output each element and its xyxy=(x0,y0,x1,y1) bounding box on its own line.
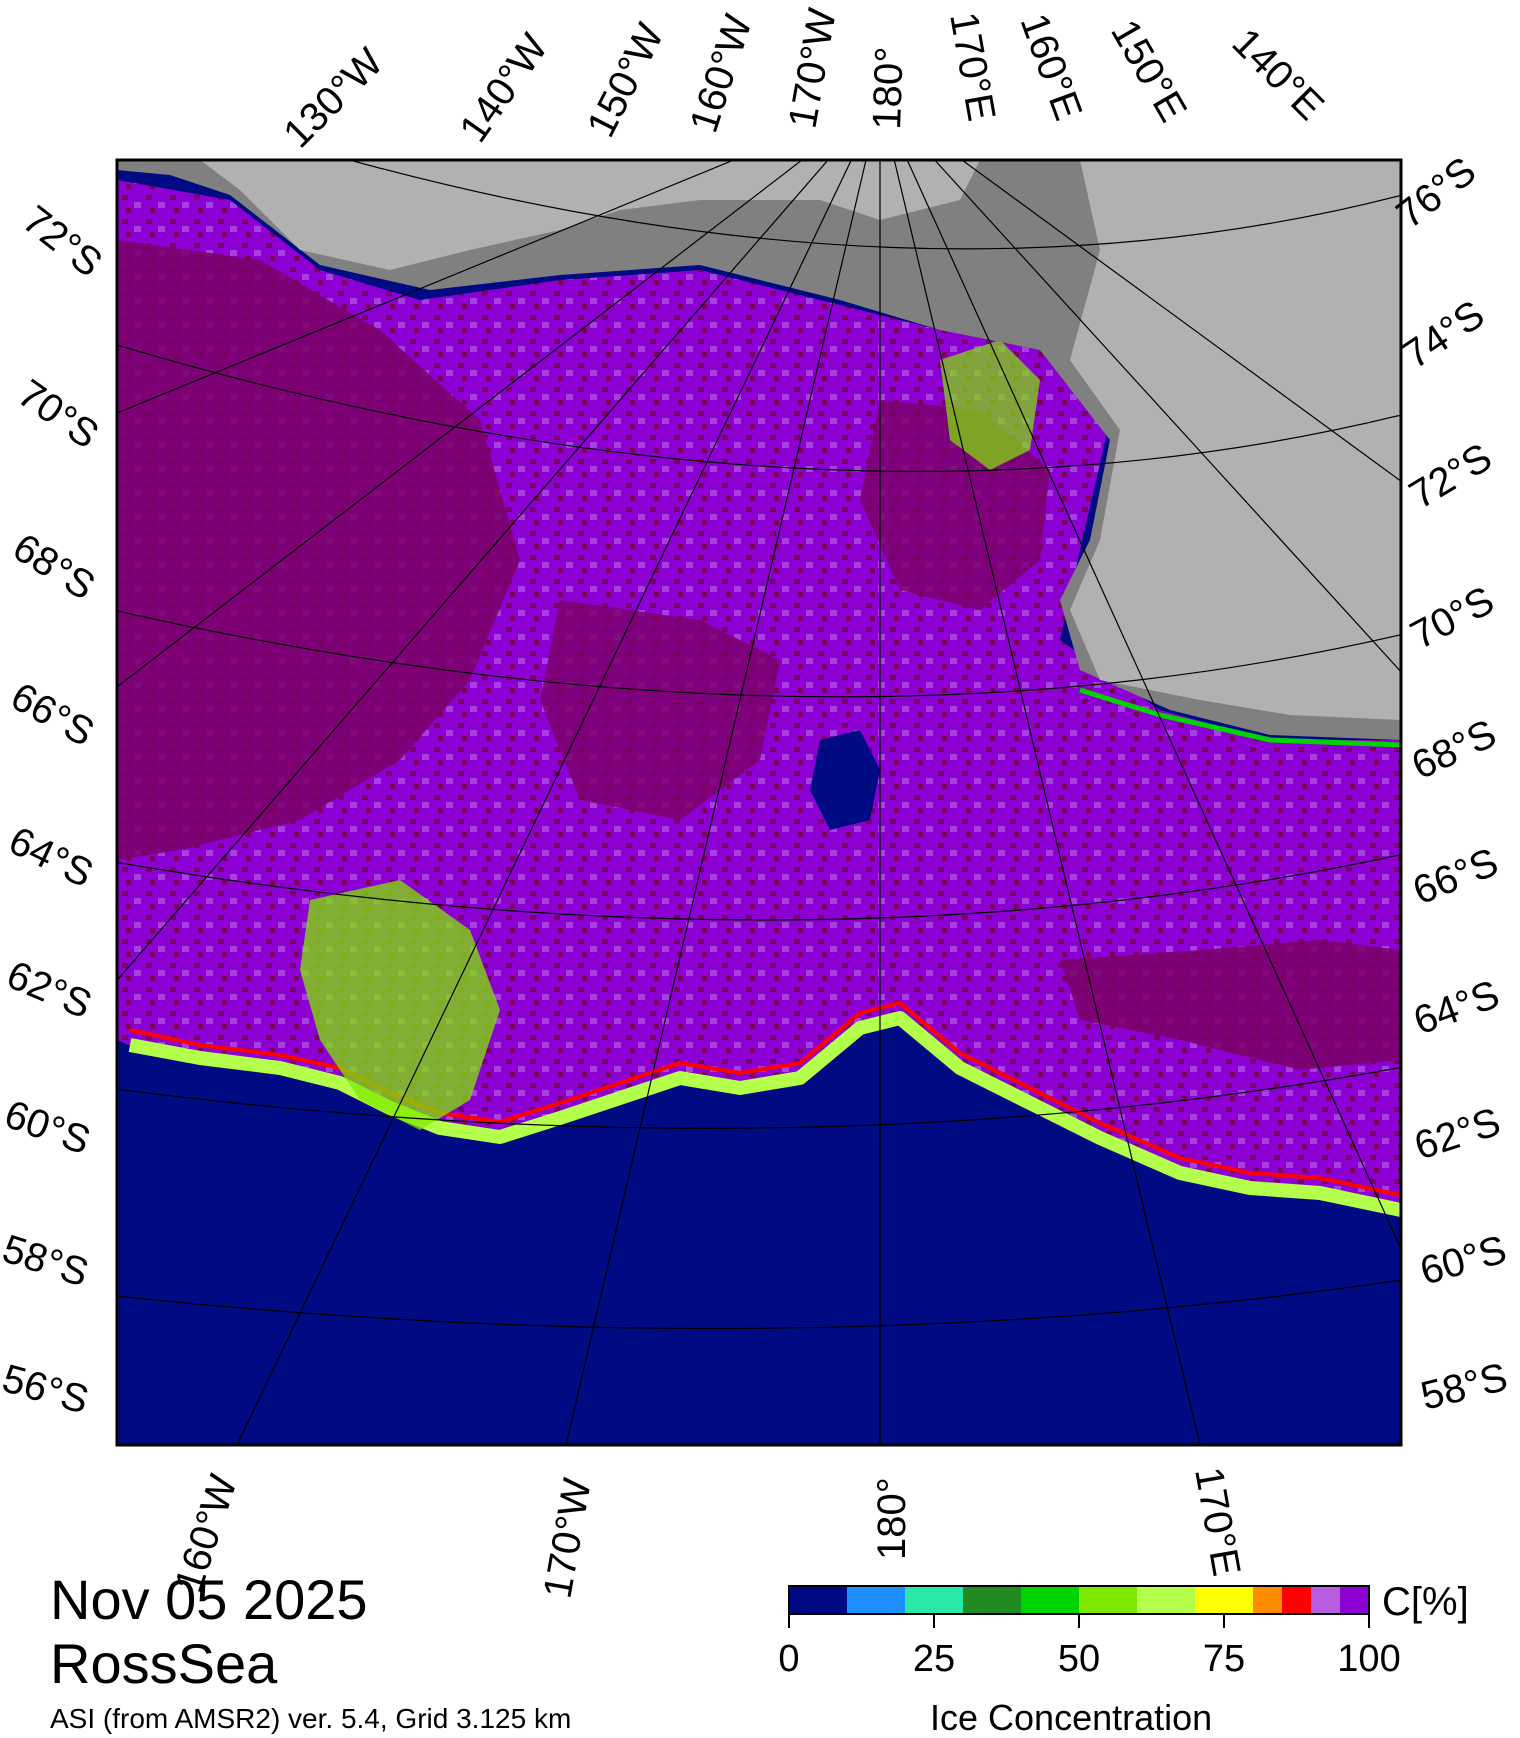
lat-label-left-5: 64°S xyxy=(2,819,100,897)
lat-label-left-8: 58°S xyxy=(0,1227,94,1296)
polynya xyxy=(810,730,880,830)
colorbar-segment xyxy=(963,1586,1021,1614)
colorbar-tick-marks xyxy=(788,1614,1370,1628)
map-frame xyxy=(115,158,1403,1447)
map-date: Nov 05 2025 xyxy=(50,1568,368,1631)
colorbar-tick-100: 100 xyxy=(1337,1638,1401,1680)
antarctic-land xyxy=(200,160,1401,720)
map-region: RossSea xyxy=(50,1632,278,1695)
lon-label-top-6: 180° xyxy=(865,46,912,130)
lat-label-right-6: 66°S xyxy=(1407,840,1504,913)
graticule xyxy=(117,160,1401,1445)
lat-label-right-2: 74°S xyxy=(1395,292,1492,377)
low-ice-patch-ross xyxy=(940,340,1040,470)
lat-label-left-9: 56°S xyxy=(0,1356,93,1422)
lon-label-top-4: 160°W xyxy=(682,9,761,137)
lat-label-right-1: 76°S xyxy=(1388,149,1484,237)
low-ice-patch-southwest xyxy=(300,880,500,1130)
colorbar-segment xyxy=(847,1586,905,1614)
lon-label-top-1: 130°W xyxy=(275,40,391,156)
colorbar-tick-0: 0 xyxy=(778,1638,800,1680)
colorbar-title: Ice Concentration xyxy=(930,1697,1213,1738)
lat-label-left-7: 60°S xyxy=(0,1092,96,1163)
colorbar-unit: C[%] xyxy=(1382,1580,1469,1624)
colorbar-tick-75: 75 xyxy=(1202,1638,1246,1680)
colorbar-segment xyxy=(905,1586,963,1614)
colorbar-segment xyxy=(1195,1586,1253,1614)
colorbar-segment xyxy=(1340,1586,1369,1614)
dark-ice-region-west xyxy=(117,240,520,860)
dark-ice-region-east xyxy=(1060,940,1401,1070)
colorbar-tick-50: 50 xyxy=(1057,1638,1101,1680)
lon-label-top-5: 170°W xyxy=(781,5,845,132)
lat-label-right-4: 70°S xyxy=(1404,578,1502,658)
lon-label-bottom-3: 180° xyxy=(870,1477,914,1560)
colorbar xyxy=(789,1586,1369,1614)
lon-label-top-9: 150°E xyxy=(1102,13,1195,130)
lat-label-right-10: 58°S xyxy=(1417,1355,1512,1419)
lat-label-left-1: 72°S xyxy=(14,197,110,285)
colorbar-segment xyxy=(1311,1586,1340,1614)
lat-label-right-8: 62°S xyxy=(1409,1100,1506,1169)
lat-label-right-3: 72°S xyxy=(1402,435,1499,518)
colorbar-segment xyxy=(1253,1586,1282,1614)
lon-label-bottom-4: 170°E xyxy=(1186,1464,1248,1579)
colorbar-tick-25: 25 xyxy=(912,1638,956,1680)
colorbar-segment xyxy=(1282,1586,1311,1614)
lat-label-right-5: 68°S xyxy=(1405,711,1503,788)
lon-label-top-3: 150°W xyxy=(579,17,673,145)
lat-label-left-3: 68°S xyxy=(5,525,102,609)
map-caption: ASI (from AMSR2) ver. 5.4, Grid 3.125 km xyxy=(50,1703,572,1734)
dark-ice-region-center xyxy=(540,600,780,820)
lat-label-left-4: 66°S xyxy=(4,674,102,755)
lon-label-top-7: 170°E xyxy=(941,9,1003,124)
lon-label-top-2: 140°W xyxy=(451,26,556,150)
lat-label-right-7: 64°S xyxy=(1408,972,1505,1043)
lon-label-bottom-2: 170°W xyxy=(536,1475,600,1602)
lon-label-top-10: 140°E xyxy=(1224,20,1332,128)
coast-ice-band xyxy=(1079,687,1401,748)
colorbar-segment xyxy=(1021,1586,1079,1614)
lat-label-left-2: 70°S xyxy=(10,371,107,457)
colorbar-segment xyxy=(1079,1586,1137,1614)
colorbar-segment xyxy=(1137,1586,1195,1614)
colorbar-segment xyxy=(789,1586,847,1614)
lat-label-right-9: 60°S xyxy=(1415,1227,1511,1293)
lat-label-left-6: 62°S xyxy=(0,953,97,1028)
lon-label-top-8: 160°E xyxy=(1012,8,1091,126)
